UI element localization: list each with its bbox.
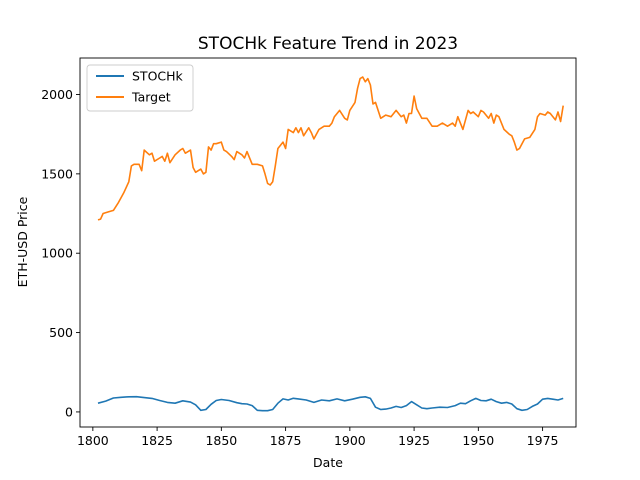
y-tick-label: 0 bbox=[65, 404, 73, 419]
legend-label-stochk: STOCHk bbox=[132, 69, 184, 84]
x-tick-label: 1925 bbox=[398, 433, 430, 448]
y-tick-label: 2000 bbox=[41, 87, 73, 102]
plot-frame bbox=[79, 57, 577, 428]
x-tick-label: 1900 bbox=[334, 433, 366, 448]
legend-label-target: Target bbox=[131, 90, 171, 105]
series-line-target bbox=[97, 76, 564, 221]
series-line-stochk bbox=[97, 395, 564, 412]
x-tick-label: 1825 bbox=[141, 433, 173, 448]
x-tick-label: 1975 bbox=[527, 433, 559, 448]
x-axis-title: Date bbox=[313, 455, 343, 470]
x-tick-label: 1950 bbox=[462, 433, 494, 448]
y-axis-title: ETH-USD Price bbox=[15, 196, 30, 287]
chart-title: STOCHk Feature Trend in 2023 bbox=[198, 34, 458, 54]
plot-area bbox=[97, 76, 564, 412]
legend: STOCHk Target bbox=[86, 64, 194, 112]
y-tick-label: 1000 bbox=[41, 246, 73, 261]
y-tick-label: 500 bbox=[49, 325, 73, 340]
axes: 1800 1825 1850 1875 1900 1925 1950 1975 0 500 1000… bbox=[41, 87, 558, 448]
x-tick-label: 1875 bbox=[270, 433, 302, 448]
x-tick-label: 1850 bbox=[205, 433, 237, 448]
y-tick-label: 1500 bbox=[41, 166, 73, 181]
x-tick-label: 1800 bbox=[77, 433, 109, 448]
